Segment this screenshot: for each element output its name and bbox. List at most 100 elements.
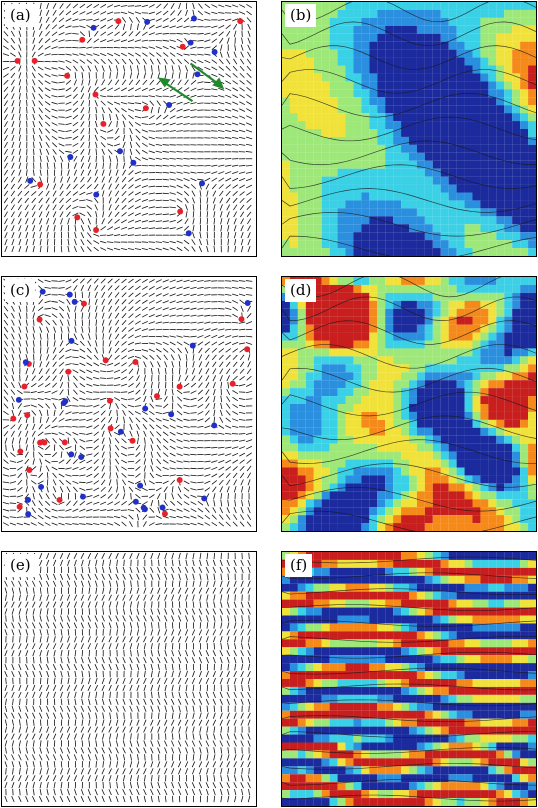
negative-defect-dot <box>68 451 75 458</box>
positive-defect-dot <box>154 393 160 400</box>
negative-defect-dot <box>116 148 123 155</box>
negative-defect-dot <box>199 180 206 187</box>
negative-defect-dot <box>79 493 86 500</box>
streamline <box>282 21 536 46</box>
negative-defect-dot <box>67 154 74 160</box>
negative-defect-dot <box>137 482 144 489</box>
panel-a: (a) <box>1 1 257 257</box>
positive-defect-dot <box>65 368 72 375</box>
negative-defect-dot <box>71 298 78 305</box>
panel-b: (b) <box>281 1 537 257</box>
positive-defect-dot <box>24 412 31 419</box>
streamline <box>282 463 536 488</box>
streamline <box>282 699 536 707</box>
director-field-plot-e <box>4 552 251 803</box>
positive-defect-dot <box>36 316 43 323</box>
positive-defect-dot <box>61 439 68 446</box>
negative-defect-dot <box>90 24 97 31</box>
streamline <box>282 635 536 643</box>
arrow-shaft <box>162 80 194 103</box>
negative-defect-dot <box>142 405 149 412</box>
positive-defect-dot <box>92 91 99 98</box>
defect-markers <box>14 15 244 237</box>
streamline <box>282 415 536 441</box>
streamline <box>282 486 536 512</box>
positive-defect-dot <box>132 359 139 366</box>
streamlines <box>282 556 536 802</box>
positive-defect-dot <box>102 357 109 364</box>
negative-defect-dot <box>194 71 201 78</box>
positive-defect-dot <box>31 57 38 64</box>
negative-defect-dot <box>78 454 85 461</box>
negative-defect-dot <box>211 422 218 429</box>
negative-defect-dot <box>15 396 22 403</box>
streamline <box>282 344 536 369</box>
director-lines <box>2 2 253 253</box>
negative-defect-dot <box>39 288 46 295</box>
negative-defect-dot <box>25 496 31 503</box>
negative-defect-dot <box>132 498 139 505</box>
streamline <box>282 140 536 166</box>
positive-defect-dot <box>37 181 44 188</box>
positive-defect-dot <box>229 380 236 387</box>
positive-defect-dot <box>176 477 183 483</box>
streamline <box>282 604 536 611</box>
vorticity-cells <box>282 2 536 256</box>
negative-defect-dot <box>68 337 75 344</box>
panel-label-f: (f) <box>285 554 313 577</box>
streamline <box>282 116 536 142</box>
streamline <box>282 320 536 345</box>
streamline <box>282 651 536 659</box>
positive-defect-dot <box>179 43 186 50</box>
panel-label-c: (c) <box>5 279 36 302</box>
streamline <box>282 164 536 189</box>
streamline <box>282 439 536 464</box>
panel-c: (c) <box>1 276 257 532</box>
streamline <box>282 794 536 802</box>
streamline <box>282 510 536 531</box>
positive-defect-dot <box>16 503 23 510</box>
streamline <box>282 731 536 738</box>
positive-defect-dot <box>79 36 86 43</box>
negative-defect-dot <box>60 400 67 407</box>
streamlines <box>282 277 536 531</box>
streamline <box>282 747 536 754</box>
positive-defect-dot <box>115 18 122 25</box>
streamline <box>282 188 536 213</box>
positive-defect-dot <box>107 425 114 432</box>
vorticity-cells <box>282 552 536 806</box>
arrow-shaft <box>189 62 221 87</box>
positive-defect-dot <box>74 214 81 221</box>
positive-defect-dot <box>17 448 24 455</box>
positive-defect-dot <box>37 439 44 446</box>
positive-defect-dot <box>56 496 63 503</box>
negative-defect-dot <box>38 483 45 490</box>
positive-defect-dot <box>14 57 21 64</box>
positive-defect-dot <box>100 120 107 127</box>
arrow-head <box>212 77 225 90</box>
director-lines <box>2 278 253 528</box>
negative-defect-dot <box>93 191 100 198</box>
panel-label-e: (e) <box>5 554 36 577</box>
streamline <box>282 762 536 770</box>
streamline <box>282 556 536 564</box>
streamline <box>282 391 536 417</box>
negative-defect-dot <box>168 411 175 418</box>
negative-defect-dot <box>244 300 251 306</box>
panel-label-b: (b) <box>285 4 317 27</box>
streamline <box>282 296 536 322</box>
negative-defect-dot <box>22 359 29 366</box>
vorticity-plot-b <box>282 2 536 256</box>
positive-defect-dot <box>106 397 113 404</box>
streamline <box>282 93 536 118</box>
panel-d: (d) <box>281 276 537 532</box>
negative-defect-dot <box>191 15 197 22</box>
negative-defect-dot <box>141 506 148 513</box>
streamline <box>282 667 536 675</box>
negative-defect-dot <box>25 511 32 518</box>
streamline <box>282 683 536 691</box>
negative-defect-dot <box>211 49 218 55</box>
negative-defect-dot <box>187 39 194 46</box>
positive-defect-dot <box>10 415 17 422</box>
positive-defect-dot <box>161 510 168 517</box>
